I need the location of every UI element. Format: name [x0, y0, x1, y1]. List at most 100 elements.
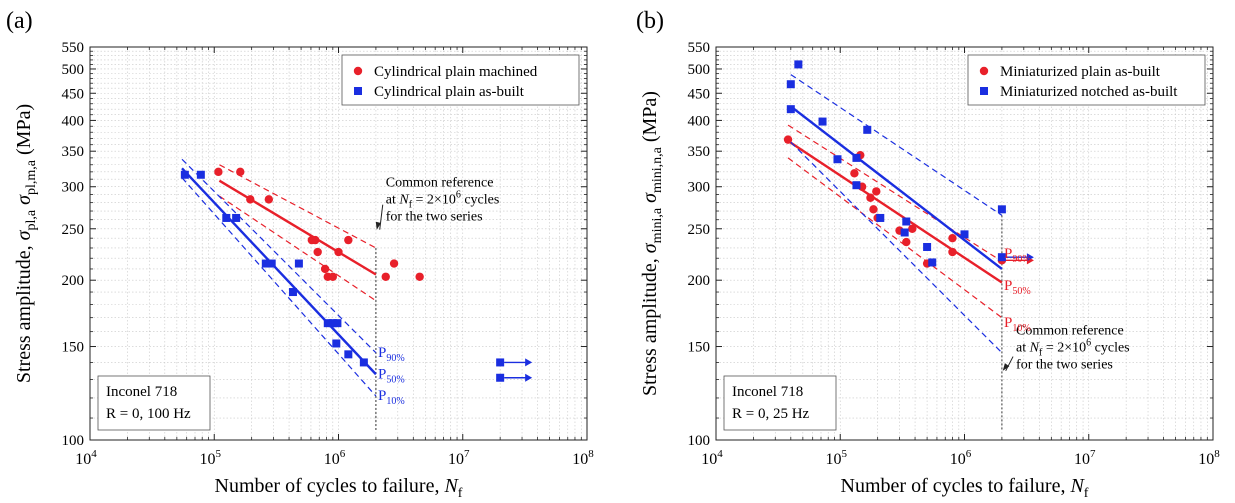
data-point — [328, 319, 337, 328]
x-tick-exponent: 8 — [588, 448, 594, 460]
data-point — [264, 195, 274, 204]
data-point — [311, 235, 320, 245]
data-point — [900, 228, 909, 237]
data-point — [908, 224, 917, 233]
x-axis-label-sub: f — [1084, 486, 1089, 501]
x-axis-label: Number of cycles to failure, Nf — [215, 475, 463, 501]
reference-line-2-sub: f — [1039, 348, 1043, 359]
data-point — [786, 105, 795, 114]
y-axis-label-sym: σ — [13, 229, 35, 240]
x-tick-exponent: 4 — [91, 448, 97, 460]
series-2 — [180, 158, 533, 397]
y-tick-label: 400 — [62, 113, 85, 129]
fit-line — [790, 105, 1003, 270]
reference-line-1: Common reference — [1016, 324, 1124, 339]
reference-line-2-sup: 6 — [1086, 338, 1091, 349]
y-tick-label: 250 — [688, 222, 711, 238]
reference-line-2-pre: at — [1016, 341, 1030, 356]
x-tick-base: 10 — [1198, 451, 1214, 468]
data-point — [794, 60, 803, 69]
band-label-base: P — [1004, 315, 1012, 331]
data-point — [415, 272, 424, 281]
legend-label: Miniaturized notched as-built — [1000, 84, 1178, 100]
legend-marker — [979, 66, 989, 76]
band-label-base: P — [1004, 278, 1012, 294]
data-point — [313, 247, 322, 257]
legend-label: Cylindrical plain machined — [374, 64, 538, 80]
reference-arrowhead — [1002, 363, 1010, 371]
info-box-line: R = 0, 100 Hz — [106, 406, 191, 422]
data-point — [389, 259, 399, 268]
y-tick-label: 300 — [688, 180, 711, 196]
data-point — [222, 213, 231, 222]
x-tick-label: 105 — [200, 448, 222, 468]
data-point — [261, 259, 270, 268]
band-label-sub: 50% — [386, 374, 404, 385]
data-point — [948, 233, 957, 243]
y-tick-label: 300 — [62, 180, 85, 196]
legend-box — [967, 54, 1206, 106]
data-point — [869, 205, 878, 214]
band-label: P90% — [378, 345, 405, 364]
x-axis-label: Number of cycles to failure, Nf — [841, 475, 1089, 501]
scatter-band-line — [790, 74, 1003, 216]
y-tick-label: 450 — [688, 86, 711, 102]
x-tick-base: 10 — [75, 451, 91, 468]
data-point — [960, 230, 969, 239]
y-tick-label: 100 — [688, 433, 711, 449]
x-tick-label: 108 — [1198, 448, 1220, 468]
y-axis-label: Stress amplitude, σpl,a σpl,m,a (MPa) — [13, 104, 40, 383]
reference-line-2-sub: f — [409, 200, 413, 211]
reference-line-2-post: = 2×10 — [412, 193, 456, 208]
data-point — [852, 181, 861, 190]
reference-line-2-tail: cycles — [461, 193, 499, 208]
data-point — [214, 167, 223, 177]
scatter-band-line — [790, 141, 1003, 354]
y-tick-label: 550 — [688, 40, 711, 56]
scatter-band-line — [787, 157, 1003, 319]
data-point — [334, 247, 343, 257]
legend-marker — [354, 87, 362, 95]
data-point — [294, 259, 303, 268]
x-tick-base: 10 — [826, 451, 842, 468]
y-axis-label-sub: mini,a — [650, 207, 665, 243]
x-tick-exponent: 6 — [966, 448, 972, 460]
legend-marker — [353, 66, 363, 76]
y-axis-label-unit: (MPa) — [639, 91, 661, 147]
x-tick-base: 10 — [200, 451, 216, 468]
reference-line-2-pre: at — [386, 193, 400, 208]
band-label-sub: 10% — [1012, 323, 1030, 334]
y-tick-label: 150 — [62, 340, 85, 356]
y-tick-label: 500 — [688, 62, 711, 78]
data-point — [783, 135, 793, 144]
legend-label: Miniaturized plain as-built — [1000, 64, 1161, 80]
info-box-frame — [723, 375, 837, 431]
y-tick-label: 500 — [62, 62, 85, 78]
x-tick-label: 106 — [950, 448, 972, 468]
y-axis-label-sym: σ — [13, 194, 35, 205]
legend-box — [341, 54, 580, 106]
info-box: Inconel 718 R = 0, 100 Hz — [97, 375, 211, 431]
x-tick-label: 105 — [826, 448, 848, 468]
y-axis-label-sub: mini,n,a — [650, 146, 665, 193]
runout-arrowhead — [525, 373, 533, 382]
legend-marker — [980, 87, 988, 95]
y-tick-label: 100 — [62, 433, 85, 449]
legend: Cylindrical plain machined Cylindrical pl… — [341, 54, 580, 106]
x-tick-label: 107 — [1074, 448, 1096, 468]
reference-annotation: Common reference at Nf = 2×106 cycles for … — [386, 176, 500, 225]
data-point — [997, 253, 1006, 262]
band-label: P10% — [378, 388, 405, 407]
x-tick-label: 106 — [324, 448, 346, 468]
y-tick-label: 550 — [62, 40, 85, 56]
x-tick-label: 104 — [701, 448, 723, 468]
y-tick-label: 200 — [688, 273, 711, 289]
scatter-band-line — [181, 158, 377, 354]
band-label-base: P — [1004, 246, 1012, 262]
data-point — [928, 258, 937, 267]
runout-arrowhead — [525, 358, 533, 367]
legend: Miniaturized plain as-built Miniaturized … — [967, 54, 1206, 106]
x-tick-label: 107 — [448, 448, 470, 468]
band-label-sub: 10% — [386, 396, 404, 407]
